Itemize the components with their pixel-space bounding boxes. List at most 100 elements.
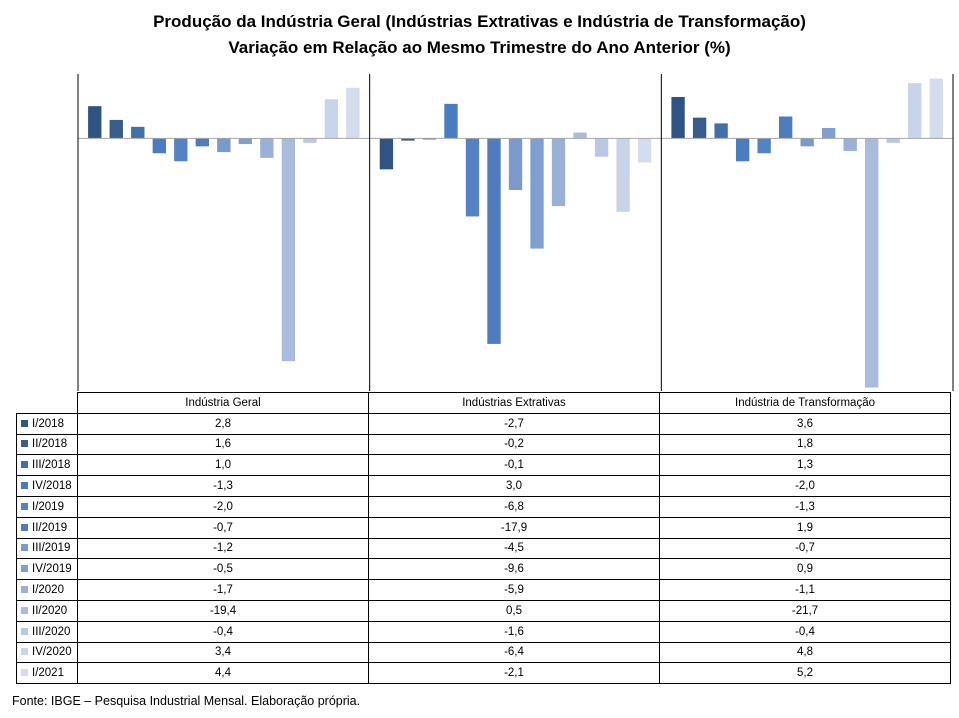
legend-label: III/2019 (32, 542, 71, 555)
table-row: II/2020 -19,4 0,5 -21,7 (16, 599, 951, 622)
legend-label: II/2018 (32, 438, 68, 451)
legend-entry: II/2019 (16, 516, 78, 539)
legend-entry: I/2020 (16, 579, 78, 601)
legend-entry: II/2020 (16, 599, 78, 622)
bar-1-5 (174, 138, 188, 162)
legend-swatch (21, 586, 28, 594)
bar-3-11 (886, 138, 900, 143)
bar-1-8 (238, 138, 253, 145)
bar-1-4 (152, 138, 166, 154)
data-label: -1,1 (659, 579, 951, 601)
data-label: -2,7 (368, 412, 660, 435)
data-label: 5,2 (659, 662, 951, 685)
table-row: II/2019 -0,7 -17,9 1,9 (16, 516, 951, 539)
chart-subtitle: Variação em Relação ao Mesmo Trimestre d… (228, 38, 731, 57)
category-label: Indústrias Extrativas (368, 392, 660, 414)
bar-1-3 (131, 126, 145, 139)
legend-entry: III/2020 (16, 620, 78, 643)
data-label: -9,6 (368, 558, 660, 581)
data-label: 3,4 (77, 641, 369, 664)
legend-entry: I/2019 (16, 495, 78, 518)
table-corner (16, 392, 78, 414)
data-label: -19,4 (77, 599, 369, 622)
data-label: 1,0 (77, 454, 369, 477)
legend-swatch (21, 482, 28, 490)
data-label: 4,8 (659, 641, 951, 664)
bar-3-3 (714, 123, 728, 139)
source-note: Fonte: IBGE – Pesquisa Industrial Mensal… (12, 694, 361, 708)
bar-3-7 (800, 138, 814, 147)
bar-3-12 (908, 83, 922, 139)
data-label: -0,1 (368, 454, 660, 477)
legend-label: II/2019 (32, 521, 68, 534)
bar-1-9 (260, 138, 274, 158)
bar-chart (77, 74, 954, 391)
bar-1-1 (88, 106, 102, 139)
bar-1-12 (324, 99, 339, 139)
bar-1-10 (281, 138, 296, 362)
data-label: -1,6 (368, 620, 660, 643)
legend-entry: IV/2020 (16, 641, 78, 664)
data-label: -4,5 (368, 537, 660, 560)
bar-3-5 (757, 138, 771, 154)
table-row: I/2018 2,8 -2,7 3,6 (16, 412, 951, 435)
category-label: Indústria Geral (77, 392, 369, 414)
data-label: -6,8 (368, 495, 660, 518)
bar-2-7 (508, 138, 523, 190)
bar-2-5 (465, 138, 480, 217)
table-row: I/2021 4,4 -2,1 5,2 (16, 662, 951, 685)
data-label: -1,3 (659, 495, 951, 518)
legend-label: II/2020 (32, 604, 68, 617)
data-label: -0,7 (659, 537, 951, 560)
table-row: III/2020 -0,4 -1,6 -0,4 (16, 620, 951, 643)
data-label: 0,5 (368, 599, 660, 622)
bar-2-6 (487, 138, 501, 344)
data-label: -1,7 (77, 579, 369, 601)
data-label: -1,3 (77, 475, 369, 497)
legend-entry: II/2018 (16, 433, 78, 456)
data-label: -0,5 (77, 558, 369, 581)
table-row: I/2019 -2,0 -6,8 -1,3 (16, 495, 951, 518)
bar-2-8 (530, 138, 544, 249)
bar-3-8 (822, 127, 836, 139)
table-row: II/2018 1,6 -0,2 1,8 (16, 433, 951, 456)
bar-2-3 (422, 138, 437, 140)
data-label: 1,6 (77, 433, 369, 456)
data-label: 1,3 (659, 454, 951, 477)
legend-swatch (21, 669, 28, 677)
legend-swatch (21, 627, 28, 635)
table-row: IV/2020 3,4 -6,4 4,8 (16, 641, 951, 664)
data-label: -2,0 (77, 495, 369, 518)
bar-3-4 (735, 138, 750, 162)
data-label: 3,0 (368, 475, 660, 497)
data-label: -0,2 (368, 433, 660, 456)
bar-3-2 (692, 117, 707, 139)
bar-2-12 (616, 138, 630, 212)
legend-swatch (21, 544, 28, 552)
legend-label: I/2018 (32, 417, 64, 430)
legend-swatch (21, 523, 28, 531)
legend-swatch (21, 461, 28, 469)
bar-3-1 (671, 96, 685, 139)
data-table: Indústria Geral Indústrias Extrativas Indú… (16, 392, 951, 685)
legend-label: III/2020 (32, 625, 71, 638)
bar-3-10 (865, 138, 879, 388)
data-label: -17,9 (368, 516, 660, 539)
legend-label: III/2018 (32, 459, 71, 472)
bar-2-13 (637, 138, 652, 163)
legend-swatch (21, 440, 28, 448)
legend-entry: IV/2018 (16, 475, 78, 497)
data-label: -0,4 (659, 620, 951, 643)
bar-3-9 (843, 138, 857, 151)
data-label: -6,4 (368, 641, 660, 664)
data-label: -5,9 (368, 579, 660, 601)
legend-entry: IV/2019 (16, 558, 78, 581)
bar-1-13 (346, 87, 360, 139)
data-label: -21,7 (659, 599, 951, 622)
legend-label: I/2019 (32, 500, 64, 513)
bar-2-1 (379, 138, 394, 170)
legend-swatch (21, 502, 28, 510)
bar-1-11 (303, 138, 317, 143)
table-row: III/2019 -1,2 -4,5 -0,7 (16, 537, 951, 560)
legend-swatch (21, 565, 28, 573)
